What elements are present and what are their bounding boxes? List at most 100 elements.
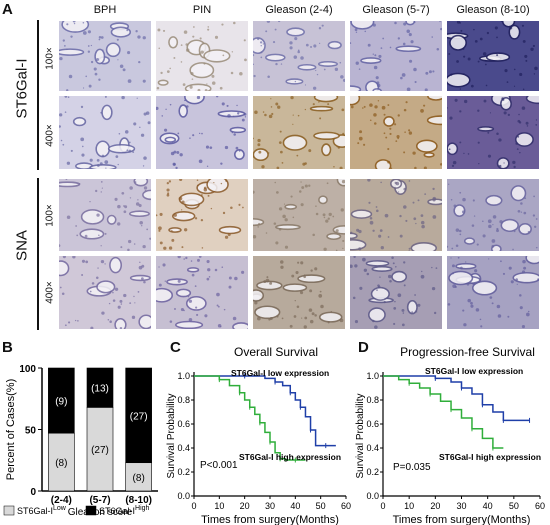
st6gal-bracket (37, 20, 39, 170)
x-axis-label: Gleason score (68, 507, 133, 518)
x-tick-label: 40 (483, 501, 493, 511)
x-tick-label: 0 (191, 501, 196, 511)
x-tick-label: 40 (290, 501, 300, 511)
survival-curve (194, 375, 336, 447)
micrograph-tile (155, 255, 249, 330)
micrograph-tile (252, 95, 346, 170)
panel-d-letter: D (358, 339, 369, 356)
legend-swatch (3, 505, 15, 516)
legend-label: ST6Gal-IHigh (99, 505, 150, 516)
micrograph-tile (446, 95, 540, 170)
y-tick-label: 0.8 (177, 395, 190, 405)
x-tick-label: 10 (214, 501, 224, 511)
micrograph-tile (58, 255, 152, 330)
x-axis-label: Times from surgery(Months) (393, 514, 531, 525)
y-axis-label: Survival Probability (166, 393, 177, 478)
x-tick-label: (2-4) (51, 495, 72, 506)
x-tick-label: 60 (535, 501, 545, 511)
y-tick-label: 1.0 (366, 371, 379, 381)
column-label: PIN (192, 4, 212, 16)
survival-curve (194, 375, 306, 461)
micrograph-tile (58, 95, 152, 170)
y-tick-label: 0.2 (366, 467, 379, 477)
bar-segment (125, 367, 152, 464)
series-label: ST6Gal-I high expression (239, 452, 341, 462)
count-label: (8) (55, 458, 67, 469)
micrograph-tile (155, 95, 249, 170)
mag-label-400x-st6gal: 400× (44, 124, 56, 147)
count-label: (27) (91, 445, 109, 456)
overall-survival-chart: Overall Survival 0.0 0.2 0.4 0.6 0.8 1.0 0 10 20 3… (166, 345, 351, 525)
panel-a-letter: A (2, 1, 13, 18)
column-label: Gleason (2-4) (265, 4, 333, 16)
y-tick-label: 0.0 (366, 491, 379, 501)
y-tick-label: 100 (19, 364, 36, 375)
survival-curve (383, 375, 530, 422)
count-label: (9) (55, 397, 67, 408)
y-tick-label: 0.6 (366, 419, 379, 429)
series-label: ST6Gal-I high expression (439, 452, 541, 462)
y-tick-label: 0.2 (177, 467, 190, 477)
column-label: Gleason (5-7) (362, 4, 430, 16)
count-label: (8) (133, 473, 145, 484)
bar-segment (125, 462, 152, 492)
x-tick-label: 50 (316, 501, 326, 511)
micrograph-tile (349, 255, 443, 330)
y-tick-label: 0.4 (366, 443, 379, 453)
x-tick-label: 10 (404, 501, 414, 511)
y-tick-label: 0.8 (366, 395, 379, 405)
x-tick-label: 30 (265, 501, 275, 511)
mag-label-100x-st6gal: 100× (44, 47, 56, 70)
micrograph-tile (252, 20, 346, 92)
micrograph-tile (446, 178, 540, 252)
micrograph-tile (155, 178, 249, 252)
y-tick-label: 0 (30, 487, 36, 498)
stain-label-st6gal: ST6Gal-I (13, 58, 31, 119)
survival-curve (383, 375, 504, 449)
micrograph-tile (252, 178, 346, 252)
sna-bracket (37, 178, 39, 330)
count-label: (27) (130, 411, 148, 422)
y-tick-label: 0.6 (177, 419, 190, 429)
y-tick-label: 1.0 (177, 371, 190, 381)
p-value: P=0.035 (393, 462, 431, 473)
y-axis-label: Survival Probability (355, 393, 366, 478)
micrograph-tile (252, 255, 346, 330)
panel-c-letter: C (170, 339, 181, 356)
micrograph-tile (58, 178, 152, 252)
progression-free-survival-chart: Progression-free Survival 0.0 0.2 0.4 0.6 0.8… (355, 345, 545, 525)
micrograph-tile (446, 20, 540, 92)
y-tick-label: 0.4 (177, 443, 190, 453)
series-label: ST6Gal-I low expression (231, 368, 329, 378)
x-tick-label: 0 (380, 501, 385, 511)
x-tick-label: 30 (456, 501, 466, 511)
y-axis-label: Percent of Cases(%) (5, 379, 17, 480)
x-tick-label: (8-10) (125, 495, 152, 506)
micrograph-tile (349, 95, 443, 170)
x-tick-label: (5-7) (89, 495, 110, 506)
micrograph-tile (155, 20, 249, 92)
column-label: Gleason (8-10) (456, 4, 530, 16)
mag-label-400x-sna: 400× (44, 281, 56, 304)
series-label: ST6Gal-I low expression (425, 366, 523, 376)
count-label: (13) (91, 384, 109, 395)
micrograph-tile (58, 20, 152, 92)
bar-segment (48, 432, 75, 492)
panel-b-letter: B (2, 339, 13, 356)
x-axis-label: Times from surgery(Months) (201, 514, 339, 525)
mag-label-100x-sna: 100× (44, 204, 56, 227)
x-tick-label: 20 (430, 501, 440, 511)
p-value: P<0.001 (200, 460, 238, 471)
chart-title: Progression-free Survival (400, 345, 535, 359)
chart-title: Overall Survival (234, 345, 318, 359)
y-tick-label: 50 (25, 426, 37, 437)
bar-segment (86, 367, 114, 408)
x-tick-label: 20 (240, 501, 250, 511)
micrograph-tile (349, 178, 443, 252)
legend-swatch (85, 505, 97, 516)
x-tick-label: 50 (509, 501, 519, 511)
legend-label: ST6Gal-ILow (17, 505, 67, 516)
x-tick-label: 60 (341, 501, 351, 511)
stain-label-sna: SNA (13, 230, 31, 261)
